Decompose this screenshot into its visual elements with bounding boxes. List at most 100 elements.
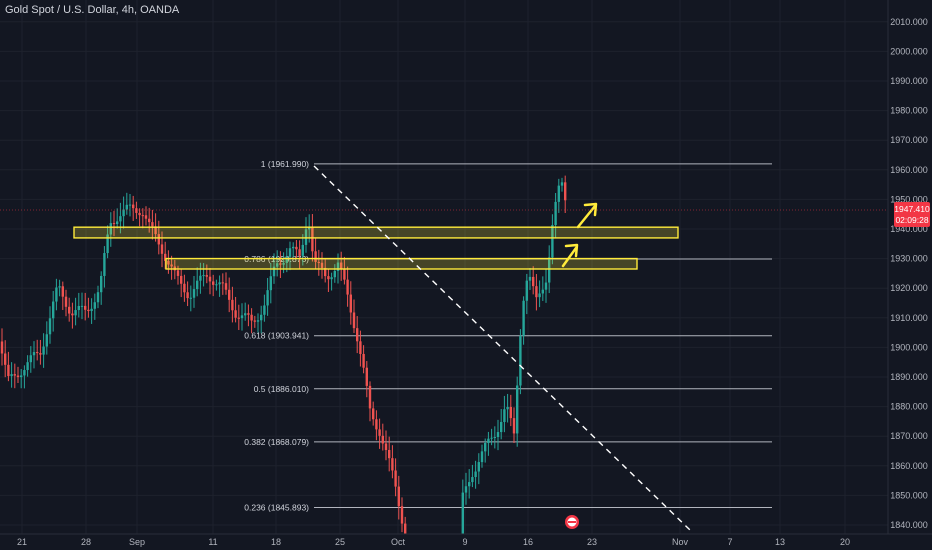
candle-body: [0, 341, 4, 354]
candle-body: [237, 317, 240, 319]
price-tick-label: 1940.000: [890, 224, 928, 234]
lower-zone: [165, 257, 638, 270]
candle-body: [68, 306, 71, 314]
chart-grid: [0, 0, 888, 534]
candle-body: [509, 406, 512, 419]
fibonacci-retracement[interactable]: 1 (1961.990)0.786 (1929.873)0.618 (1903.…: [244, 159, 772, 513]
candle-body: [55, 287, 58, 302]
fib-level-label: 0.236 (1845.893): [244, 503, 309, 513]
candle-body: [285, 256, 288, 263]
candle-body: [58, 286, 61, 288]
candle-body: [244, 313, 247, 316]
candle-body: [554, 201, 557, 225]
candle-body: [557, 185, 560, 202]
candle-body: [231, 299, 234, 311]
candle-body: [29, 355, 32, 363]
candle-body: [368, 385, 372, 409]
candle-body: [311, 227, 314, 252]
candle-body: [327, 276, 330, 280]
candle-body: [461, 492, 464, 536]
candle-body: [26, 362, 29, 371]
candle-body: [215, 284, 218, 286]
current-price-value: 1947.410: [894, 204, 930, 214]
candle-body: [391, 458, 394, 471]
price-tick-label: 1870.000: [890, 431, 928, 441]
price-tick-label: 2000.000: [890, 46, 928, 56]
candle-body: [477, 462, 480, 472]
candle-body: [493, 437, 496, 439]
candle-body: [202, 275, 205, 277]
candle-body: [218, 282, 221, 285]
candle-body: [48, 318, 52, 335]
candle-body: [352, 312, 356, 329]
candle-body: [253, 320, 256, 322]
candle-body: [138, 212, 141, 216]
candle-body: [87, 309, 90, 312]
candle-body: [519, 335, 522, 386]
candle-body: [346, 279, 349, 295]
candle-body: [525, 280, 528, 301]
candle-body: [263, 305, 266, 315]
candle-body: [192, 289, 196, 298]
candle-body: [250, 314, 253, 321]
candle-body: [199, 275, 202, 281]
candle-body: [464, 486, 468, 493]
price-tick-label: 1890.000: [890, 372, 928, 382]
candle-body: [221, 282, 224, 284]
candle-body: [212, 281, 215, 285]
event-flag-icon[interactable]: [565, 515, 579, 529]
current-price-label: 1947.410 02:09:28: [894, 202, 930, 227]
time-axis[interactable]: 21 28 Sep 11 18 25 Oct 9 16 23 Nov 7 13 20: [0, 533, 932, 550]
time-tick-label: 9: [462, 537, 467, 547]
candle-body: [96, 292, 100, 303]
candle-body: [132, 204, 135, 209]
trend-line[interactable]: [313, 165, 691, 531]
candle-body: [541, 289, 544, 294]
candle-body: [23, 370, 26, 376]
candle-body: [52, 301, 55, 319]
price-tick-label: 1990.000: [890, 76, 928, 86]
candle-body: [388, 449, 391, 459]
time-tick-label: 20: [840, 537, 850, 547]
fib-level-label: 1 (1961.990): [261, 159, 309, 169]
price-tick-label: 2010.000: [890, 17, 928, 27]
candle-body: [180, 275, 183, 284]
candle-body: [116, 221, 119, 225]
candle-body: [356, 328, 359, 342]
candle-body: [279, 263, 282, 265]
candle-body: [532, 276, 535, 287]
candle-body: [234, 310, 237, 318]
candle-body: [144, 215, 148, 219]
candle-body: [343, 269, 346, 280]
candle-body: [272, 266, 276, 277]
candle-body: [64, 296, 68, 307]
candle-body: [167, 260, 170, 265]
candle-body: [160, 244, 164, 254]
candle-body: [176, 270, 180, 276]
time-tick-label: 11: [208, 537, 217, 547]
time-tick-label: 23: [587, 537, 597, 547]
candle-body: [560, 182, 564, 186]
price-tick-label: 1950.000: [890, 194, 928, 204]
time-tick-label: 16: [523, 537, 533, 547]
price-tick-label: 1840.000: [890, 520, 928, 530]
candle-body: [125, 204, 128, 210]
arrow-up-icon: [561, 243, 579, 268]
candle-body: [381, 435, 384, 444]
support-zones[interactable]: [73, 226, 679, 270]
candle-body: [528, 276, 532, 281]
upper-zone: [73, 226, 679, 239]
candle-body: [298, 249, 301, 256]
candle-body: [516, 385, 519, 434]
candle-body: [186, 292, 189, 299]
candle-body: [71, 313, 74, 316]
candle-body: [61, 286, 64, 297]
candle-body: [468, 482, 471, 487]
time-tick-label: Sep: [129, 537, 145, 547]
candle-body: [480, 451, 484, 463]
price-axis[interactable]: 2010.000 2000.000 1990.000 1980.000 1970.000…: [887, 0, 932, 534]
candle-body: [77, 305, 80, 311]
candle-body: [340, 262, 343, 270]
candle-body: [119, 216, 122, 222]
